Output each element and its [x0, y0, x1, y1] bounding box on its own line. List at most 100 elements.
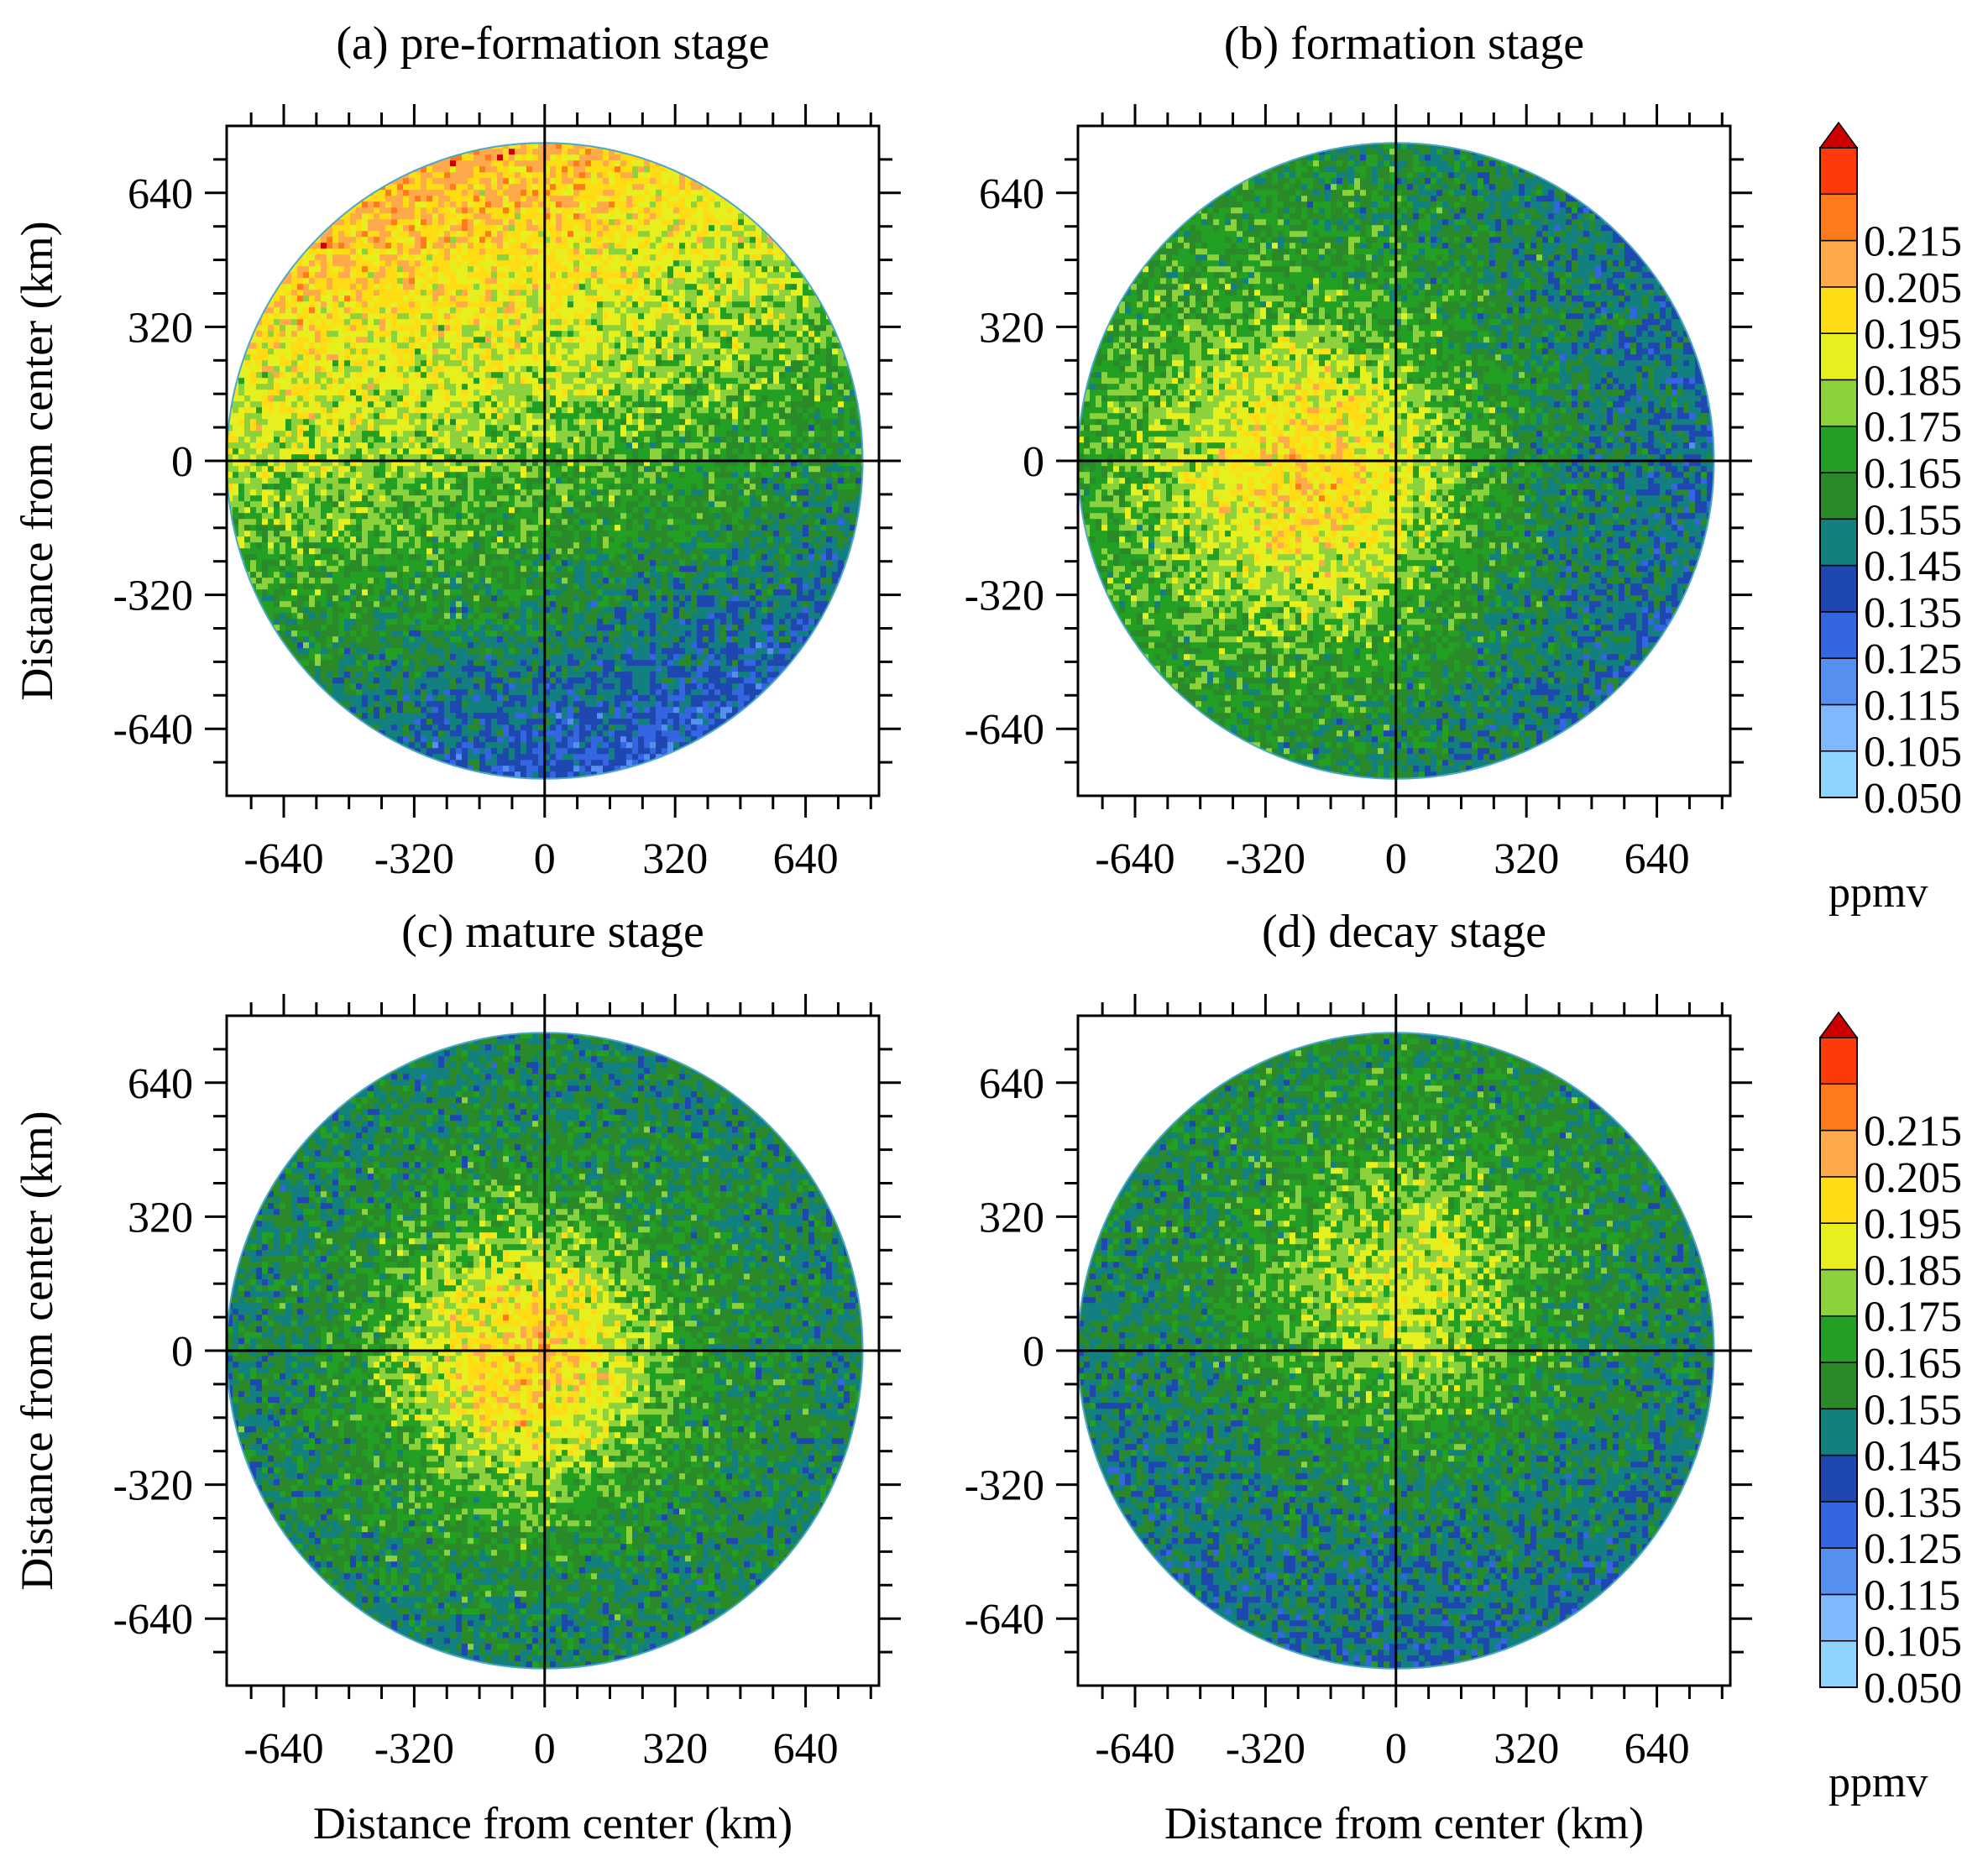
x-axis-label: Distance from center (km) — [313, 1798, 793, 1848]
y-tick-label: 0 — [1023, 438, 1044, 486]
x-axis-label: Distance from center (km) — [1164, 1798, 1644, 1848]
colorbar-unit: ppmv — [1828, 1759, 1928, 1806]
colorbar-level-label: 0.175 — [1864, 1294, 1962, 1341]
colorbar-swatch — [1819, 472, 1858, 520]
y-tick-label: -640 — [113, 1596, 193, 1644]
panel-d: -640 -320 0 320 640 640 320 0 -320 -640 (d) decay … — [965, 906, 1752, 1848]
colorbar-unit: ppmv — [1828, 869, 1928, 917]
colorbar-bottom: 0.0500.1050.1150.1250.1350.1450.1550.165… — [1818, 1011, 1962, 1806]
panel-a: -640 -320 0 320 640 640 320 0 -320 -640 (a) pre-fo… — [12, 18, 901, 883]
y-tick-label: -320 — [113, 572, 193, 620]
x-tick-label: -320 — [374, 835, 454, 883]
colorbar-level-label: 0.115 — [1864, 682, 1960, 729]
colorbar-level-label: 0.185 — [1864, 1247, 1962, 1294]
y-tick-label: 640 — [979, 1060, 1044, 1108]
x-tick-label: -640 — [1095, 835, 1174, 883]
x-tick-label: 0 — [1385, 1725, 1407, 1773]
y-tick-label: 0 — [171, 438, 193, 486]
panel-title: (c) mature stage — [401, 906, 704, 958]
x-tick-label: 0 — [1385, 835, 1407, 883]
colorbar-swatch — [1819, 1222, 1858, 1271]
x-tick-label: 640 — [1624, 835, 1690, 883]
colorbar-swatch — [1819, 1501, 1858, 1549]
colorbar-swatch — [1819, 1129, 1858, 1178]
colorbar-level-label: 0.105 — [1864, 729, 1962, 776]
y-tick-label: -320 — [965, 572, 1044, 620]
colorbar-swatch — [1819, 611, 1858, 659]
colorbar-level-label: 0.145 — [1864, 1433, 1962, 1481]
colorbar-extend-triangle — [1818, 1011, 1859, 1038]
panel-c: -640 -320 0 320 640 640 320 0 -320 -640 (c) mature… — [12, 906, 901, 1848]
heatmap-a — [227, 143, 863, 779]
ticks — [1056, 104, 1752, 818]
colorbar-extend-triangle — [1818, 121, 1859, 149]
y-tick-label: 320 — [979, 1194, 1044, 1242]
colorbar-level-label: 0.050 — [1864, 775, 1962, 823]
x-tick-label: 320 — [642, 1725, 708, 1773]
colorbar-swatch — [1819, 750, 1858, 798]
colorbar-swatch — [1819, 564, 1858, 613]
colorbar-level-label: 0.050 — [1864, 1665, 1962, 1712]
x-tick-label: 640 — [1624, 1725, 1690, 1773]
colorbar-level-label: 0.165 — [1864, 450, 1962, 498]
colorbars: 0.0500.1050.1150.1250.1350.1450.1550.165… — [1818, 121, 1962, 1806]
x-tick-label: -640 — [1095, 1725, 1174, 1773]
colorbar-level-label: 0.155 — [1864, 496, 1962, 544]
ticks — [205, 104, 901, 818]
y-tick-label: 320 — [128, 304, 193, 352]
panel-title: (d) decay stage — [1262, 906, 1546, 958]
y-tick-label: 640 — [128, 170, 193, 218]
y-axis-label: Distance from center (km) — [12, 1111, 62, 1590]
y-tick-label: -640 — [965, 706, 1044, 754]
y-tick-label: -640 — [965, 1596, 1044, 1644]
y-tick-label: -320 — [965, 1462, 1044, 1510]
colorbar-level-label: 0.195 — [1864, 1200, 1962, 1248]
colorbar-swatch — [1819, 657, 1858, 706]
colorbar-swatch — [1819, 1639, 1858, 1688]
colorbar-level-label: 0.135 — [1864, 589, 1962, 637]
colorbar-swatch — [1819, 1037, 1858, 1085]
colorbar-level-label: 0.115 — [1864, 1571, 1960, 1619]
x-tick-label: -640 — [243, 835, 323, 883]
colorbar-top: 0.0500.1050.1150.1250.1350.1450.1550.165… — [1818, 121, 1962, 917]
colorbar-swatch — [1819, 1593, 1858, 1642]
x-tick-label: 320 — [1494, 1725, 1559, 1773]
x-tick-label: 0 — [534, 1725, 556, 1773]
x-tick-label: -320 — [1226, 835, 1305, 883]
x-tick-label: -640 — [243, 1725, 323, 1773]
colorbar-swatch — [1819, 518, 1858, 567]
colorbar-swatch — [1819, 1268, 1858, 1317]
x-tick-label: -320 — [374, 1725, 454, 1773]
colorbar-level-label: 0.185 — [1864, 357, 1962, 405]
colorbar-swatch — [1819, 239, 1858, 288]
panel-title: (a) pre-formation stage — [336, 18, 769, 70]
panel-title: (b) formation stage — [1224, 18, 1584, 70]
ticks — [205, 994, 901, 1707]
y-tick-label: 320 — [128, 1194, 193, 1242]
y-tick-label: 640 — [128, 1060, 193, 1108]
colorbar-swatch — [1819, 1362, 1858, 1410]
colorbar-swatch — [1819, 425, 1858, 473]
panel-b: -640 -320 0 320 640 640 320 0 -320 -640 (b) format… — [965, 18, 1752, 883]
colorbar-swatch — [1819, 1408, 1858, 1456]
colorbar-swatch — [1819, 1547, 1858, 1596]
y-tick-label: -640 — [113, 706, 193, 754]
x-tick-label: 0 — [534, 835, 556, 883]
colorbar-level-label: 0.175 — [1864, 404, 1962, 452]
heatmap-d — [1078, 1033, 1714, 1669]
colorbar-level-label: 0.135 — [1864, 1479, 1962, 1527]
colorbar-level-label: 0.165 — [1864, 1340, 1962, 1388]
y-tick-label: 0 — [1023, 1328, 1044, 1376]
x-tick-label: 320 — [1494, 835, 1559, 883]
colorbar-swatch — [1819, 286, 1858, 334]
ticks — [1056, 994, 1752, 1707]
colorbar-level-label: 0.125 — [1864, 1525, 1962, 1573]
x-tick-label: 640 — [773, 835, 839, 883]
colorbar-swatch — [1819, 1454, 1858, 1503]
colorbar-level-label: 0.155 — [1864, 1386, 1962, 1434]
y-tick-label: -320 — [113, 1462, 193, 1510]
colorbar-swatch — [1819, 703, 1858, 752]
colorbar-swatch — [1819, 1315, 1858, 1363]
colorbar-swatch — [1819, 147, 1858, 196]
